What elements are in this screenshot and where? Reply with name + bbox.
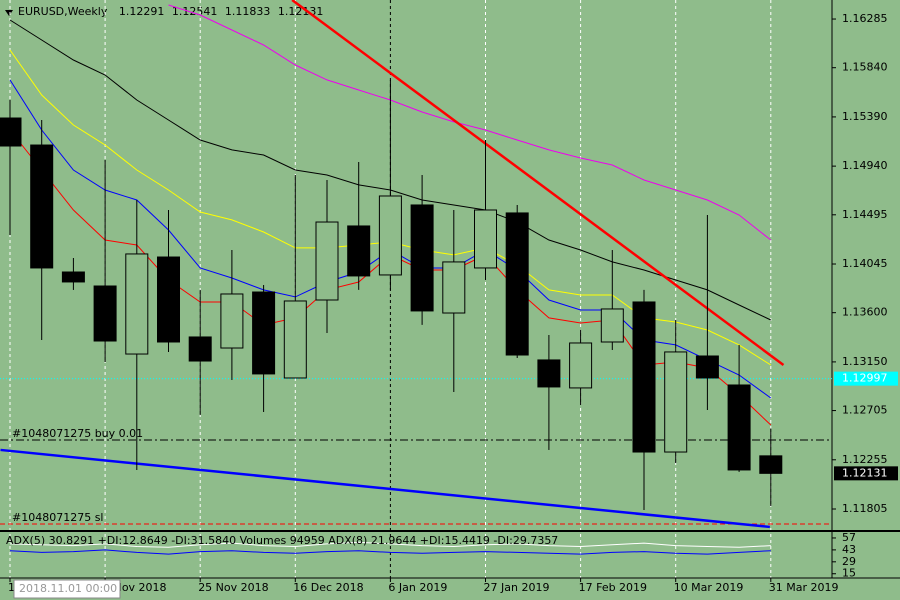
cursor-time: 2018.11.01 00:00 [19, 582, 117, 595]
candle-body [315, 221, 339, 301]
y-tick-label: 1.14495 [842, 208, 888, 221]
y-tick-label: 1.12255 [842, 453, 888, 466]
candle-body [220, 293, 244, 349]
price-tag-label: 1.12997 [842, 372, 888, 385]
symbol: EURUSD,Weekly [18, 5, 108, 18]
y-tick-label: 1.16285 [842, 12, 888, 25]
x-tick-label: 31 Mar 2019 [769, 581, 839, 594]
y-tick-label: 43 [842, 543, 856, 556]
menu-arrow[interactable] [5, 10, 13, 16]
candle-body [569, 342, 593, 389]
x-tick-label: 6 Jan 2019 [388, 581, 447, 594]
trendline [291, 0, 785, 366]
candle-body [252, 291, 276, 375]
indicator-line [9, 541, 771, 548]
cursor-time-box [13, 579, 121, 599]
candle-body [474, 209, 497, 269]
candle-body [505, 212, 529, 356]
x-tick-label: 17 Feb 2019 [579, 581, 647, 594]
y-tick-label: 29 [842, 555, 856, 568]
last-low: 1.11833 [225, 5, 271, 18]
current-price-tag [834, 466, 898, 481]
candle-body [347, 225, 371, 277]
y-tick-label: 57 [842, 531, 856, 544]
candle-body [157, 256, 180, 343]
trendline [0, 448, 770, 529]
candle-body [188, 336, 212, 362]
candle-body [759, 455, 783, 474]
y-tick-label: 1.14045 [842, 257, 888, 270]
y-tick-label: 1.14940 [842, 159, 888, 172]
y-tick-label: 1.15390 [842, 110, 888, 123]
candle-body [600, 308, 624, 343]
indicator-label: ADX(5) 30.8291 +DI:12.8649 -DI:31.5840 V… [6, 534, 558, 547]
candle-body [125, 253, 149, 355]
y-tick-label: 1.13600 [842, 306, 888, 319]
current-price-label: 1.12131 [842, 466, 888, 479]
candle-body [632, 301, 656, 453]
y-tick-label: 15 [842, 567, 856, 580]
candle-body [410, 204, 434, 312]
candle-body [61, 271, 85, 283]
candle-body [537, 359, 561, 388]
candle-body [378, 195, 402, 276]
y-tick-label: 1.13150 [842, 355, 888, 368]
candle-body [93, 285, 117, 342]
x-tick-label: 25 Nov 2018 [198, 581, 268, 594]
candle-body [30, 144, 54, 269]
candle-body [727, 384, 751, 471]
x-tick-label: 16 Dec 2018 [293, 581, 363, 594]
x-tick-label: 27 Jan 2019 [484, 581, 550, 594]
indicator-line [168, 4, 772, 241]
indicator-line [9, 549, 771, 555]
y-tick-label: 1.15840 [842, 61, 888, 74]
candle-body [283, 300, 307, 379]
chart-header: EURUSD,Weekly 1.12291 1.12541 1.11833 1.… [18, 5, 323, 18]
x-tick-label: 10 Mar 2019 [674, 581, 744, 594]
candle-body [695, 355, 719, 379]
candle-body [442, 261, 466, 314]
price-tag [834, 371, 898, 386]
last-open: 1.12291 [119, 5, 165, 18]
y-tick-label: 1.12705 [842, 404, 888, 417]
candle-body [664, 351, 688, 453]
last-high: 1.12541 [172, 5, 218, 18]
y-tick-label: 1.11805 [842, 502, 888, 515]
order-label: #1048071275 buy 0.01 [12, 427, 143, 440]
order-label: #1048071275 sl [12, 511, 104, 524]
candle-body [0, 117, 22, 147]
